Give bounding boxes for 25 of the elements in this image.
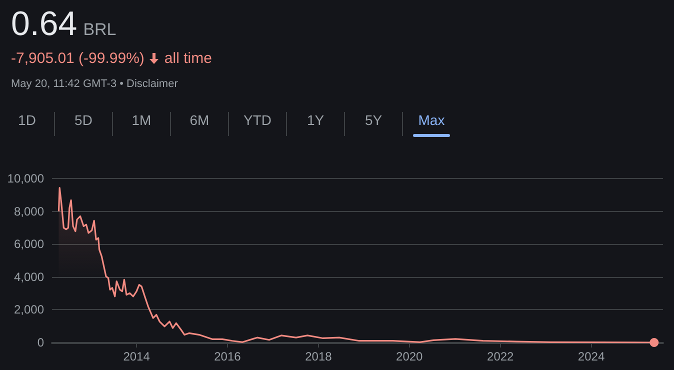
text: 1D [18, 112, 36, 128]
text: all time [164, 50, 212, 67]
y-tick-label: 4,000 [14, 270, 44, 284]
text: 5D [74, 112, 92, 128]
y-tick-label: 2,000 [14, 302, 44, 317]
x-tick-label: 2018 [305, 350, 332, 364]
text: YTD [244, 112, 272, 128]
text: -7,905.01 (-99.99%) [11, 50, 144, 67]
y-tick-label: 6,000 [14, 237, 44, 252]
text: 6M [190, 112, 210, 128]
text: Max [418, 112, 445, 128]
text: 1Y [306, 112, 324, 128]
x-tick-label: 2014 [123, 350, 150, 364]
y-tick-label: 10,000 [7, 172, 44, 186]
y-tick-label: 8,000 [14, 204, 44, 218]
x-tick-label: 2024 [578, 350, 605, 364]
chart-title: 0.64 [11, 5, 78, 43]
text: 5Y [364, 112, 382, 128]
text: 1M [132, 112, 152, 128]
y-tick-label: 0 [37, 336, 44, 350]
chart-subtitle: BRL [83, 20, 116, 39]
x-tick-label: 2016 [214, 350, 242, 364]
x-tick-label: 2020 [396, 350, 424, 364]
text: May 20, 11:42 GMT-3 • Disclaimer [11, 78, 179, 90]
x-tick-label: 2022 [487, 350, 514, 364]
